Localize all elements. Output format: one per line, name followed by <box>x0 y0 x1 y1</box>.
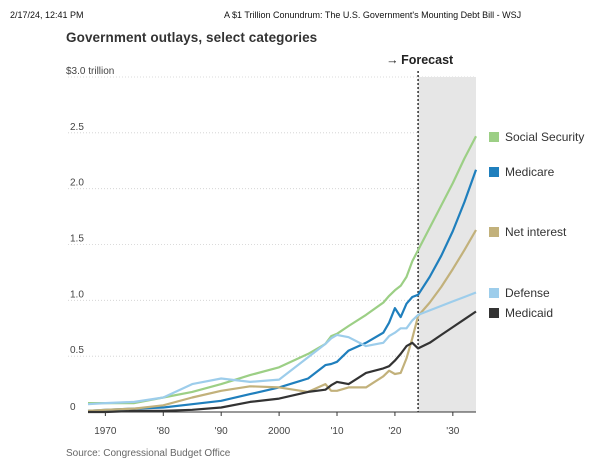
legend-swatch <box>489 167 499 177</box>
forecast-arrow-icon: → <box>386 53 399 67</box>
x-axis-ticks: 1970 '80 '90 2000 '10 '20 '30 <box>94 412 460 437</box>
grid-lines <box>68 76 476 357</box>
series-line-social-security <box>88 135 477 405</box>
y-tick-label: 1.5 <box>70 234 84 245</box>
series-line-medicare <box>87 169 478 412</box>
series-line-medicaid <box>88 310 477 414</box>
series-line-net-interest <box>87 229 477 412</box>
legend-swatch <box>489 288 499 298</box>
y-tick-label: 2.0 <box>70 178 84 189</box>
y-tick-label: $3.0 trillion <box>66 66 114 77</box>
legend-swatch <box>489 308 499 318</box>
x-tick-label: 1970 <box>94 426 117 437</box>
y-tick-label: 1.0 <box>70 289 84 300</box>
print-timestamp: 2/17/24, 12:41 PM <box>10 10 84 20</box>
legend-swatch <box>489 227 499 237</box>
legend-swatch <box>489 132 499 142</box>
y-axis-ticks: 0 0.5 1.0 1.5 2.0 2.5 $3.0 trillion <box>66 66 114 413</box>
legend-label: Social Security <box>505 130 584 144</box>
y-tick-label: 0.5 <box>70 345 84 356</box>
x-tick-label: '20 <box>388 426 401 437</box>
x-tick-label: '80 <box>157 426 170 437</box>
forecast-region: → Forecast <box>386 53 476 412</box>
legend: Social Security Medicare Net interest Defen… <box>489 130 584 320</box>
y-tick-label: 0 <box>70 402 76 413</box>
print-document-title: A $1 Trillion Conundrum: The U.S. Govern… <box>224 10 522 20</box>
x-tick-label: '10 <box>330 426 343 437</box>
x-tick-label: 2000 <box>268 426 291 437</box>
legend-label: Defense <box>505 286 550 300</box>
chart-title: Government outlays, select categories <box>66 30 318 45</box>
x-tick-label: '30 <box>446 426 459 437</box>
legend-label: Net interest <box>505 225 567 239</box>
legend-label: Medicare <box>505 165 555 179</box>
series-lines <box>87 135 478 414</box>
forecast-label: Forecast <box>401 53 454 67</box>
series-line-defense <box>87 291 477 406</box>
source-note: Source: Congressional Budget Office <box>66 448 231 459</box>
print-header: 2/17/24, 12:41 PM A $1 Trillion Conundru… <box>0 10 609 24</box>
x-tick-label: '90 <box>215 426 228 437</box>
y-tick-label: 2.5 <box>70 122 84 133</box>
legend-label: Medicaid <box>505 306 553 320</box>
